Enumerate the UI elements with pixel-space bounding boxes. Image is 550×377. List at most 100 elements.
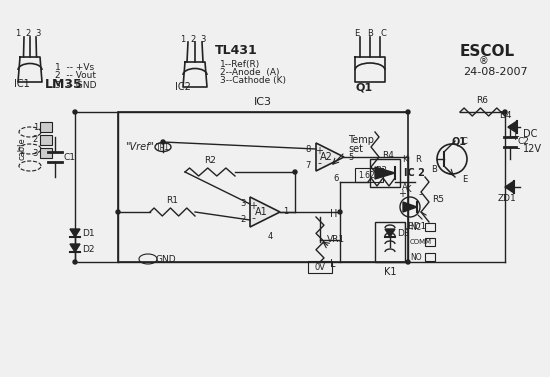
Polygon shape: [508, 121, 517, 133]
Text: 1: 1: [283, 207, 288, 216]
Bar: [40, 148, 52, 158]
Text: TL431: TL431: [215, 44, 258, 58]
Circle shape: [161, 140, 165, 144]
Text: 2: 2: [190, 35, 196, 43]
Text: COMM: COMM: [410, 239, 432, 245]
Text: ®: ®: [479, 56, 489, 66]
Text: 7: 7: [306, 161, 311, 170]
Text: R6: R6: [476, 96, 488, 105]
Text: NO: NO: [410, 253, 422, 262]
Text: NC: NC: [410, 222, 421, 231]
Text: cable: cable: [18, 138, 26, 160]
Text: IC1: IC1: [14, 79, 30, 89]
Text: 24-08-2007: 24-08-2007: [463, 67, 527, 77]
Text: K1: K1: [384, 267, 396, 277]
Text: -: -: [317, 158, 321, 168]
Text: Q1: Q1: [452, 137, 467, 147]
Polygon shape: [70, 244, 80, 252]
Text: GND: GND: [155, 254, 175, 264]
Text: 3  -- GND: 3 -- GND: [55, 81, 96, 89]
Text: +: +: [249, 201, 257, 211]
Text: D1: D1: [82, 230, 95, 239]
Text: 3: 3: [200, 35, 206, 43]
Text: 4: 4: [267, 232, 273, 241]
Text: 2--Anode  (A): 2--Anode (A): [220, 67, 279, 77]
Polygon shape: [505, 181, 514, 193]
Text: 12V: 12V: [523, 144, 542, 154]
Text: +: +: [398, 189, 406, 199]
Text: 3: 3: [241, 199, 246, 208]
Text: ESCOL: ESCOL: [460, 43, 515, 58]
Circle shape: [406, 260, 410, 264]
Bar: [425, 253, 435, 261]
Text: R4: R4: [382, 150, 394, 159]
Text: IC3: IC3: [254, 97, 272, 107]
Text: C2: C2: [518, 138, 530, 147]
Text: R: R: [415, 155, 421, 164]
Text: 6: 6: [333, 174, 339, 183]
Text: 1--Ref(R): 1--Ref(R): [220, 60, 260, 69]
Bar: [40, 122, 52, 132]
Bar: [425, 238, 435, 246]
Text: 2: 2: [25, 29, 31, 38]
Text: A1: A1: [255, 207, 267, 217]
Text: 8: 8: [306, 144, 311, 153]
Text: DC: DC: [523, 129, 537, 139]
Text: TP1: TP1: [156, 143, 170, 152]
Text: 1  -- +Vs: 1 -- +Vs: [55, 63, 94, 72]
Text: 2: 2: [241, 216, 246, 224]
Text: VR1: VR1: [327, 236, 345, 245]
Circle shape: [73, 110, 77, 114]
Text: 1: 1: [33, 123, 38, 132]
Text: R5: R5: [432, 196, 444, 204]
Text: 1: 1: [15, 29, 21, 38]
Circle shape: [503, 110, 507, 114]
Circle shape: [293, 170, 297, 174]
Text: L: L: [330, 259, 336, 269]
Text: IC 2: IC 2: [404, 168, 425, 178]
Circle shape: [116, 210, 120, 214]
Text: R1: R1: [166, 196, 178, 205]
Text: ZD1: ZD1: [498, 194, 516, 203]
Bar: [370, 159, 400, 187]
Text: D3: D3: [397, 230, 410, 239]
Text: "Vref": "Vref": [125, 142, 154, 152]
Circle shape: [73, 260, 77, 264]
Polygon shape: [250, 197, 280, 227]
Text: 2  -- Vout: 2 -- Vout: [55, 72, 96, 81]
Text: -: -: [251, 213, 255, 223]
Text: 5: 5: [348, 153, 353, 161]
Text: set: set: [348, 144, 363, 154]
Text: 0V: 0V: [315, 262, 326, 271]
Bar: [118, 112, 408, 262]
Text: 2: 2: [33, 135, 38, 144]
Polygon shape: [403, 202, 417, 212]
Text: -: -: [515, 143, 520, 155]
Text: E: E: [354, 29, 360, 38]
Circle shape: [338, 210, 342, 214]
Text: B: B: [367, 29, 373, 38]
Polygon shape: [70, 229, 80, 237]
Text: 3: 3: [32, 149, 38, 158]
Text: +: +: [510, 132, 520, 142]
Bar: [308, 261, 332, 273]
Text: -: -: [418, 189, 422, 199]
Text: R2: R2: [204, 156, 216, 165]
Bar: [375, 222, 405, 262]
Text: Temp: Temp: [348, 135, 374, 145]
Text: A: A: [402, 182, 408, 192]
Text: C1: C1: [64, 153, 76, 161]
Text: LM35: LM35: [45, 78, 82, 90]
Text: C: C: [380, 29, 386, 38]
Text: B: B: [431, 164, 437, 173]
Polygon shape: [375, 167, 395, 179]
Text: K: K: [402, 155, 408, 164]
Text: D4: D4: [499, 111, 512, 120]
Polygon shape: [316, 143, 344, 171]
Text: IC2: IC2: [175, 82, 191, 92]
Text: H: H: [330, 209, 337, 219]
Text: 3--Cathode (K): 3--Cathode (K): [220, 77, 286, 86]
Text: K: K: [405, 184, 410, 193]
Circle shape: [406, 110, 410, 114]
Bar: [355, 168, 383, 182]
